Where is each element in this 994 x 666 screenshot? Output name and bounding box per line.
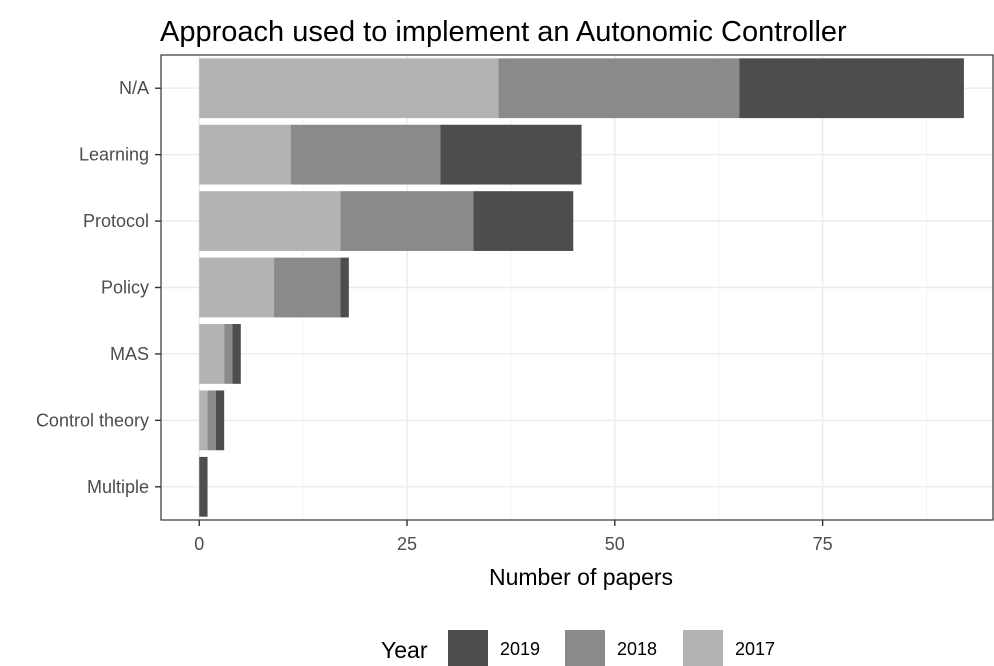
x-tick-label: 25 bbox=[397, 534, 417, 554]
axes-layer: Multiple Control theory MAS Policy Protocol L… bbox=[36, 54, 994, 554]
bar-2017-policy bbox=[199, 257, 275, 318]
legend-key-2017 bbox=[683, 630, 723, 666]
bar-2018-protocol bbox=[340, 191, 474, 251]
legend-label-2017: 2017 bbox=[735, 639, 775, 659]
legend-key-2019 bbox=[448, 630, 488, 666]
bar-2017-learning bbox=[199, 124, 291, 185]
y-tick-label: Multiple bbox=[87, 477, 149, 497]
x-axis-title: Number of papers bbox=[489, 564, 673, 590]
y-tick-label: Control theory bbox=[36, 410, 149, 430]
bars-layer bbox=[199, 58, 964, 517]
y-tick-label: N/A bbox=[119, 78, 149, 98]
legend-label-2019: 2019 bbox=[500, 639, 540, 659]
y-tick-label: Policy bbox=[101, 278, 149, 298]
bar-2019-policy bbox=[340, 257, 349, 318]
bar-2018-mas bbox=[224, 324, 233, 384]
x-tick-label: 50 bbox=[605, 534, 625, 554]
bar-2019-protocol bbox=[473, 191, 574, 251]
bar-2019-learning bbox=[440, 124, 582, 185]
bar-2019-multiple bbox=[199, 456, 208, 517]
bar-2019-mas bbox=[232, 324, 241, 384]
bar-2018-policy bbox=[274, 257, 341, 318]
chart-title: Approach used to implement an Autonomic … bbox=[160, 16, 847, 48]
bar-2017-control-theory bbox=[199, 390, 208, 451]
legend: Year 2019 2018 2017 bbox=[381, 630, 775, 666]
bar-2018-n-a bbox=[498, 58, 740, 119]
bar-2018-control-theory bbox=[207, 390, 216, 451]
bar-2019-n-a bbox=[739, 58, 964, 119]
bar-2017-n-a bbox=[199, 58, 499, 119]
bar-2019-control-theory bbox=[215, 390, 225, 451]
legend-label-2018: 2018 bbox=[617, 639, 657, 659]
y-tick-label: Learning bbox=[79, 145, 149, 165]
bar-2018-learning bbox=[290, 124, 441, 185]
bar-2017-mas bbox=[199, 324, 225, 384]
legend-title: Year bbox=[381, 637, 428, 663]
bar-2017-protocol bbox=[199, 191, 341, 251]
x-tick-label: 0 bbox=[194, 534, 204, 554]
legend-key-2018 bbox=[565, 630, 605, 666]
y-tick-label: Protocol bbox=[83, 211, 149, 231]
y-tick-label: MAS bbox=[110, 344, 149, 364]
x-tick-label: 75 bbox=[813, 534, 833, 554]
